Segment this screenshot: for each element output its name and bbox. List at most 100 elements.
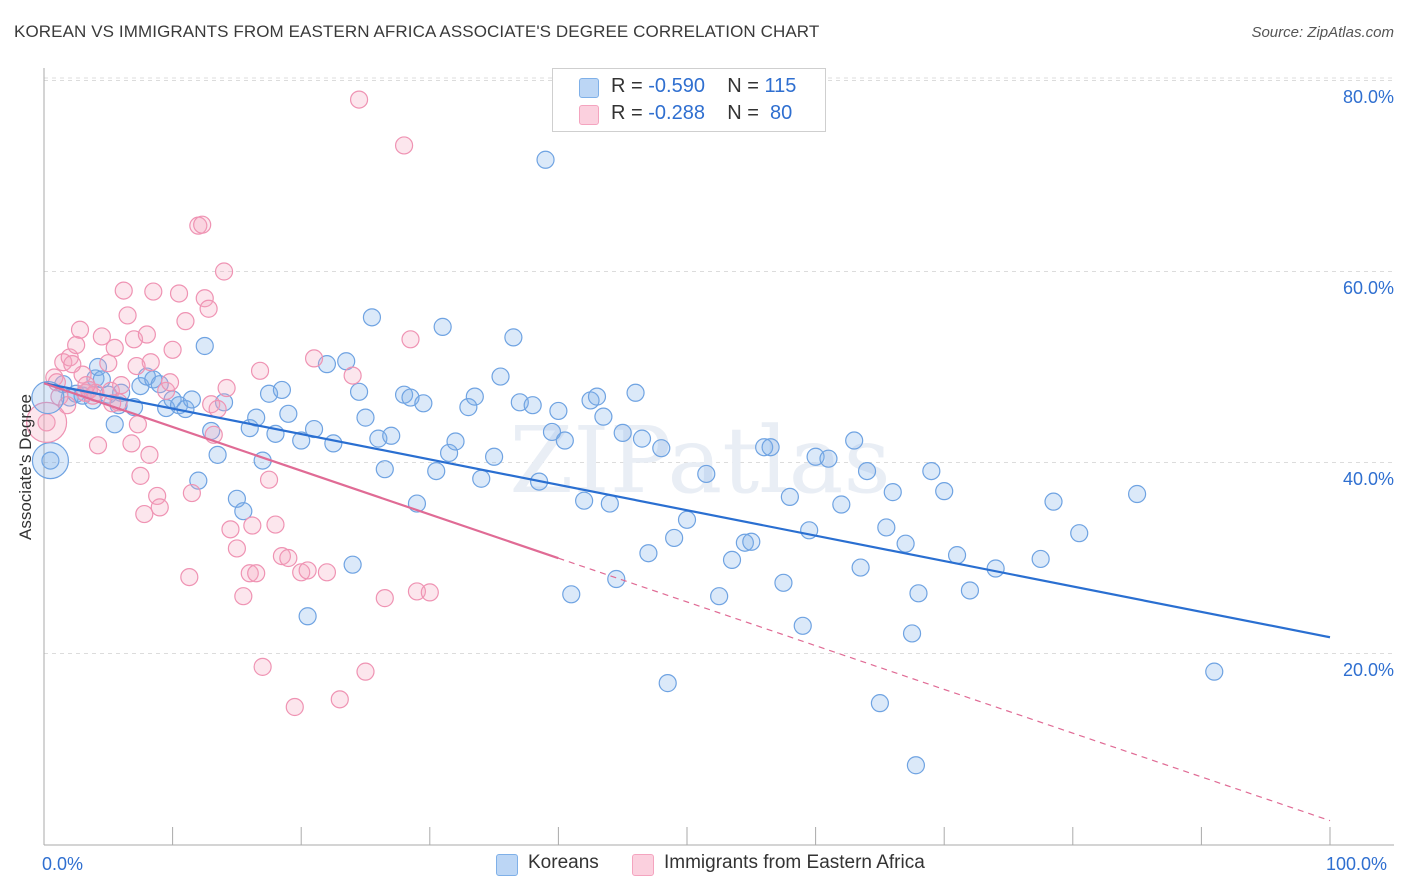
korean-point [414,394,433,413]
eastern-africa-point [118,306,137,325]
eastern-africa-point [144,282,163,301]
axes [43,68,1394,846]
korean-point [439,443,459,463]
stats-legend: R = -0.590 N = 115 R = -0.288 N = 80 [552,68,826,132]
eastern-africa-point [240,564,259,583]
y-tick-label: 60.0% [1342,277,1394,298]
eastern-africa-point [180,567,199,587]
eastern-africa-point [114,281,133,300]
eastern-africa-point [349,90,369,109]
eastern-africa-point [343,366,362,385]
korean-point [446,432,465,451]
korean-point-large [31,380,65,415]
korean-point [761,438,780,457]
eastern-africa-point [150,498,169,517]
eastern-africa-point [163,340,182,359]
chart-title: KOREAN VS IMMIGRANTS FROM EASTERN AFRICA… [14,22,820,41]
korean-point [870,694,890,713]
korean-point [575,491,594,510]
korean-point [1070,524,1089,543]
korean-point [1127,484,1147,504]
korean-point [922,461,941,481]
korean-point [208,445,227,464]
r-value: -0.590 [648,75,705,97]
korean-point [639,544,658,563]
korean-point [677,510,697,529]
eastern-africa-point [243,516,262,535]
legend-label-koreans: Koreans [528,852,599,873]
eastern-africa-point [195,289,214,308]
eastern-africa-point [285,697,304,717]
korean-point [298,607,317,626]
eastern-africa-point [279,548,298,568]
korean-point [722,550,742,570]
source-credit: Source: ZipAtlas.com [1251,24,1394,41]
korean-point [375,460,394,479]
eastern-africa-swatch [632,854,654,876]
korean-point [877,518,896,537]
eastern-africa-point [330,690,349,709]
korean-point [356,408,375,427]
eastern-africa-point [221,520,240,539]
y-tick-label: 40.0% [1342,468,1394,489]
korean-point [626,383,645,402]
eastern-africa-point-large [25,401,68,443]
eastern-africa-point [401,330,420,349]
korean-point [41,451,60,470]
eastern-africa-point [317,563,337,582]
korean-point [909,584,928,603]
korean-point [819,449,838,468]
korean-point [935,482,954,501]
korean-point [465,387,484,406]
korean-point [182,390,201,409]
korean-point [793,616,812,635]
korean-point [562,585,581,604]
eastern-africa-point [272,546,292,566]
korean-point [986,559,1005,578]
eastern-africa-point [250,361,270,380]
korean-point [697,464,716,484]
korean-point [105,415,124,434]
korean-point [851,558,870,577]
korean-point [292,431,311,450]
eastern-africa-point [131,466,150,485]
korean-point [774,573,793,592]
korean-point [613,423,632,442]
eastern-africa-point [92,327,111,346]
eastern-africa-trend-line-dashed [558,557,1331,822]
r-label: R = [611,75,643,97]
korean-point [485,447,504,466]
x-tick-right: 100.0% [1326,854,1388,874]
eastern-africa-point [70,320,90,339]
eastern-africa-point [420,583,439,602]
korean-point [1205,662,1224,681]
korean-point [1044,492,1063,511]
series-legend: Koreans Immigrants from Eastern Africa [0,852,1406,878]
eastern-africa-point [77,376,96,395]
korean-point [735,533,754,552]
y-axis-label: Associate's Degree [16,394,35,540]
korean-point [459,398,478,417]
eastern-africa-point [193,215,212,234]
korean-point [652,439,671,458]
korean-point [780,487,799,506]
korean-point [382,426,401,445]
eastern-africa-point [304,349,324,368]
korean-point [549,401,568,421]
korean-point [504,328,523,347]
korean-point [896,534,915,553]
eastern-africa-point [375,589,394,608]
korean-point [523,396,542,415]
korean-point [1031,549,1050,569]
eastern-africa-point [208,399,227,419]
eastern-africa-point [99,354,118,373]
eastern-africa-point [292,563,311,582]
trend-lines [43,382,1331,822]
korean-point [362,308,382,327]
eastern-africa-point [122,434,141,453]
eastern-africa-point [182,483,201,503]
eastern-africa-point [266,515,285,534]
korean-point [594,407,613,426]
eastern-africa-point [160,373,180,392]
korean-point [902,624,922,643]
